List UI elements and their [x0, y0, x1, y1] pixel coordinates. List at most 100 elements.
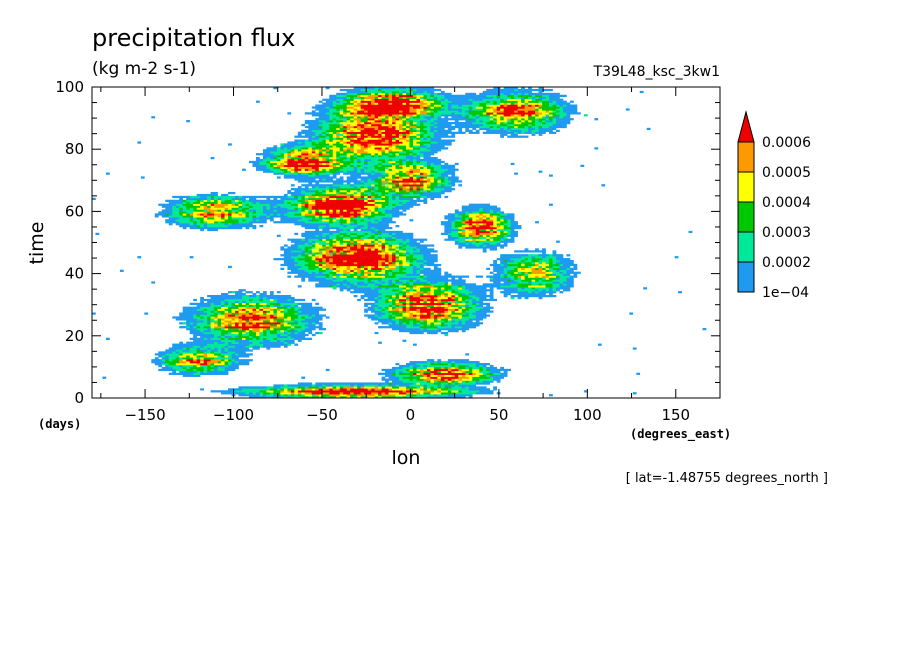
heatmap-cell — [451, 281, 466, 284]
heatmap-cell — [343, 102, 354, 105]
heatmap-cell — [350, 129, 354, 132]
heatmap-cell — [207, 209, 218, 212]
heatmap-cell — [350, 110, 358, 113]
heatmap-cell — [346, 112, 351, 115]
heatmap-cell — [461, 312, 466, 315]
heatmap-cell — [329, 267, 334, 271]
heatmap-cell — [465, 300, 470, 304]
heatmap-cell — [193, 326, 197, 329]
heatmap-cell — [329, 147, 341, 150]
heatmap-cell — [304, 269, 320, 272]
heatmap-cell — [374, 240, 379, 243]
heatmap-cell — [214, 312, 218, 315]
heatmap-cell — [419, 324, 424, 327]
heatmap-cell — [224, 328, 229, 331]
heatmap-cell — [402, 127, 407, 131]
heatmap-cell — [374, 207, 379, 210]
heatmap-cell — [563, 110, 578, 113]
heatmap-cell — [119, 269, 124, 272]
heatmap-cell — [315, 108, 330, 111]
heatmap-cell — [332, 386, 337, 389]
heatmap-cell — [402, 306, 407, 309]
heatmap-cell — [489, 213, 501, 216]
heatmap-cell — [451, 234, 459, 237]
heatmap-cell — [489, 211, 494, 214]
heatmap-cell — [224, 320, 232, 323]
heatmap-cell — [262, 304, 267, 307]
heatmap-cell — [245, 310, 250, 313]
heatmap-cell — [315, 217, 320, 220]
heatmap-cell — [336, 178, 344, 181]
heatmap-cell — [385, 118, 389, 121]
heatmap-cell — [266, 312, 274, 315]
heatmap-cell — [367, 178, 372, 181]
heatmap-cell — [193, 211, 204, 214]
heatmap-cell — [360, 129, 379, 132]
heatmap-cell — [406, 310, 410, 313]
heatmap-cell — [493, 281, 501, 284]
heatmap-cell — [318, 281, 351, 284]
heatmap-cell — [325, 209, 330, 212]
heatmap-cell — [189, 322, 194, 325]
heatmap-cell — [332, 248, 337, 251]
heatmap-cell — [454, 225, 463, 228]
heatmap-cell — [266, 331, 271, 335]
heatmap-cell — [318, 110, 330, 113]
heatmap-cell — [175, 363, 197, 366]
heatmap-cell — [402, 316, 407, 319]
heatmap-cell — [364, 127, 375, 131]
heatmap-cell — [406, 137, 410, 140]
heatmap-cell — [214, 203, 229, 206]
heatmap-cell — [360, 215, 365, 218]
heatmap-cell — [423, 188, 431, 191]
heatmap-cell — [507, 273, 511, 276]
heatmap-cell — [269, 331, 278, 335]
heatmap-cell — [364, 386, 375, 389]
heatmap-cell — [339, 121, 358, 125]
heatmap-cell — [402, 244, 407, 247]
heatmap-cell — [301, 329, 313, 333]
heatmap-cell — [416, 182, 421, 185]
heatmap-cell — [496, 215, 501, 218]
heatmap-cell — [364, 191, 372, 195]
heatmap-cell — [426, 94, 431, 98]
heatmap-cell — [416, 269, 421, 272]
heatmap-cell — [318, 149, 323, 152]
heatmap-cell — [273, 87, 278, 90]
heatmap-cell — [297, 331, 306, 335]
heatmap-cell — [542, 289, 546, 292]
heatmap-cell — [165, 219, 177, 222]
heatmap-cell — [364, 110, 368, 113]
heatmap-cell — [343, 242, 347, 245]
heatmap-cell — [182, 213, 187, 216]
heatmap-cell — [249, 329, 253, 333]
heatmap-cell — [399, 170, 403, 173]
heatmap-cell — [304, 158, 309, 162]
heatmap-cell — [385, 392, 389, 395]
heatmap-cell — [371, 240, 375, 243]
heatmap-cell — [273, 166, 281, 169]
heatmap-cell — [388, 149, 393, 152]
heatmap-cell — [385, 287, 389, 290]
heatmap-cell — [409, 361, 428, 364]
heatmap-cell — [200, 213, 204, 216]
heatmap-cell — [378, 259, 386, 263]
heatmap-cell — [318, 324, 323, 327]
heatmap-cell — [332, 106, 347, 109]
heatmap-cell — [419, 176, 424, 179]
heatmap-cell — [154, 215, 159, 218]
heatmap-cell — [385, 147, 389, 150]
heatmap-cell — [371, 102, 375, 105]
heatmap-cell — [374, 234, 393, 237]
heatmap-cell — [409, 158, 414, 162]
y-axis-label: time — [26, 222, 48, 265]
heatmap-cell — [339, 149, 344, 152]
heatmap-cell — [357, 244, 361, 247]
heatmap-cell — [378, 240, 382, 243]
heatmap-cell — [214, 308, 218, 311]
heatmap-cell — [301, 234, 316, 237]
heatmap-cell — [336, 396, 341, 399]
heatmap-cell — [430, 363, 449, 366]
heatmap-cell — [426, 328, 438, 331]
heatmap-cell — [193, 372, 201, 375]
